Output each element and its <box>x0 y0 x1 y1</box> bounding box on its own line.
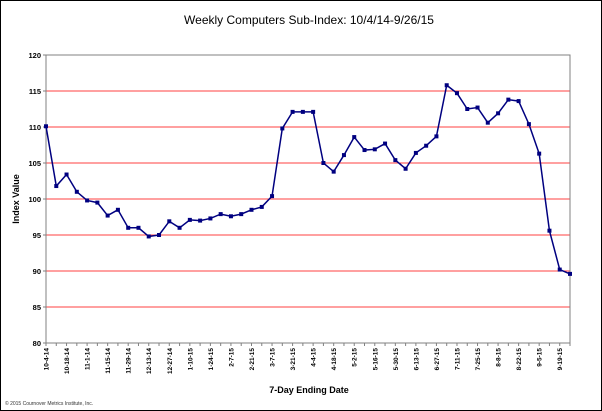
data-point <box>352 135 357 140</box>
data-point <box>85 198 90 203</box>
copyright-notice: © 2015 Cournover Metrics Institute, Inc. <box>5 400 93 407</box>
data-point <box>126 225 131 230</box>
data-point <box>290 109 295 114</box>
data-point <box>54 184 59 189</box>
data-point <box>434 134 439 139</box>
gridlines <box>46 54 570 308</box>
x-tick-label: 3-21-15 <box>290 348 297 371</box>
x-tick-label: 7-25-15 <box>475 348 482 371</box>
data-point <box>547 228 552 233</box>
x-tick-label: 1-10-15 <box>187 348 194 371</box>
data-point <box>393 158 398 163</box>
y-tick-label: 90 <box>33 267 41 276</box>
x-tick-label: 10-4-14 <box>44 348 51 371</box>
data-point <box>187 217 192 222</box>
data-point <box>372 147 377 152</box>
x-tick-label: 8-22-15 <box>516 348 523 371</box>
x-tick-label: 5-30-15 <box>393 348 400 371</box>
data-point <box>321 161 326 165</box>
data-point <box>270 194 275 199</box>
y-tick-label: 85 <box>33 303 41 312</box>
x-tick-label: 9-5-15 <box>537 348 544 367</box>
x-tick-label: 12-27-14 <box>167 348 174 374</box>
x-tick-label: 2-7-15 <box>228 348 235 367</box>
data-point <box>557 267 562 272</box>
data-point <box>74 189 79 194</box>
x-tick-label: 4-4-15 <box>311 348 318 367</box>
x-tick-label: 1-24-15 <box>208 348 215 371</box>
data-point <box>280 126 285 131</box>
data-point <box>362 148 367 153</box>
data-point <box>259 204 264 209</box>
data-point <box>95 200 100 205</box>
x-tick-label: 4-18-15 <box>331 348 338 371</box>
y-axis-title: Index Value <box>11 174 21 224</box>
data-point <box>537 151 542 156</box>
data-point <box>167 219 172 224</box>
data-point <box>300 109 305 114</box>
y-tick-label: 100 <box>28 195 41 204</box>
data-point <box>516 99 521 104</box>
y-tick-label: 105 <box>28 159 41 168</box>
x-tick-label: 12-13-14 <box>146 348 153 374</box>
data-point <box>465 107 470 111</box>
data-point <box>228 214 233 219</box>
x-tick-label: 3-7-15 <box>270 348 277 367</box>
series-line <box>45 83 571 275</box>
data-point <box>198 218 203 223</box>
y-tick-label: 115 <box>29 87 41 96</box>
data-point <box>383 141 388 146</box>
x-tick-label: 6-27-15 <box>434 348 441 371</box>
data-point <box>454 91 459 96</box>
data-point <box>506 97 511 102</box>
x-axis-title: 7-Day Ending Date <box>269 385 349 395</box>
x-tick-label: 5-2-15 <box>352 348 359 367</box>
data-point <box>105 213 110 218</box>
x-tick-label: 6-13-15 <box>413 348 420 371</box>
x-tick-label: 9-19-15 <box>557 348 564 371</box>
x-tick-label: 5-16-15 <box>372 348 379 371</box>
y-tick-label: 110 <box>29 123 41 132</box>
data-point <box>341 153 346 158</box>
x-tick-label: 10-18-14 <box>64 348 71 374</box>
data-point <box>444 83 449 88</box>
y-tick-label: 80 <box>33 339 41 348</box>
data-point <box>496 111 501 116</box>
x-tick-label: 8-8-15 <box>496 348 503 367</box>
data-point <box>239 212 244 217</box>
data-point <box>526 122 531 127</box>
data-point <box>146 234 151 239</box>
y-axis-ticks: 80 85 90 95 100 105 110 115 120 <box>28 51 46 348</box>
data-point <box>485 120 490 125</box>
data-point <box>208 216 213 221</box>
data-point <box>475 105 480 110</box>
data-point <box>413 150 418 155</box>
x-tick-label: 7-11-15 <box>454 348 461 370</box>
series <box>44 83 572 276</box>
y-tick-label: 120 <box>28 51 41 60</box>
data-point <box>249 207 254 212</box>
x-tick-label: 2-21-15 <box>249 348 256 371</box>
data-point <box>311 109 316 114</box>
data-point <box>44 124 48 129</box>
data-point <box>136 225 141 230</box>
x-axis-ticks: 10-4-14 10-18-14 11-1-14 11-15-14 11-29-14 12… <box>44 343 571 374</box>
chart-title: Weekly Computers Sub-Index: 10/4/14-9/26… <box>184 13 434 27</box>
x-tick-label: 11-29-14 <box>126 348 133 374</box>
y-tick-label: 95 <box>33 231 41 240</box>
data-point <box>115 207 120 212</box>
data-point <box>568 271 572 276</box>
data-point <box>64 172 69 177</box>
data-point <box>331 169 336 174</box>
data-point <box>403 166 408 171</box>
data-point <box>424 143 429 148</box>
x-tick-label: 11-1-14 <box>85 348 92 370</box>
x-tick-label: 11-15-14 <box>105 348 112 374</box>
data-point <box>218 212 223 217</box>
data-point <box>157 233 162 237</box>
data-point <box>177 225 182 230</box>
